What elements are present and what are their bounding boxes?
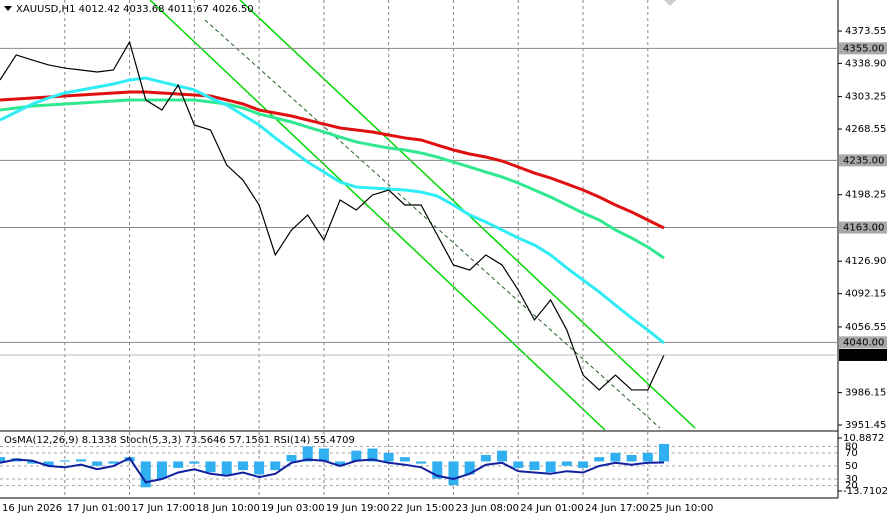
level-label-box (839, 221, 887, 234)
x-tick-label: 23 Jun 08:00 (455, 503, 519, 514)
level-label: 4235.00 (843, 155, 884, 166)
osma-bar (286, 454, 297, 462)
osma-bar (0, 457, 5, 462)
level-label-box (839, 42, 887, 55)
osma-bar (92, 461, 103, 466)
osma-bar (659, 443, 669, 462)
osma-bar (221, 461, 232, 475)
osma-bar (205, 461, 216, 473)
y-tick-label: 4198.25 (845, 190, 886, 201)
osma-bar (351, 450, 362, 462)
current-price-box (839, 348, 887, 361)
symbol-header: XAUUSD,H1 4012.42 4033.68 4011.67 4026.5… (16, 4, 254, 15)
osma-bar (335, 461, 346, 466)
osma-bar (140, 461, 151, 488)
osma-bar (448, 461, 459, 486)
x-tick-label: 25 Jun 10:00 (650, 503, 714, 514)
osma-bar (383, 452, 394, 462)
price-line (0, 90, 665, 230)
osma-bar (610, 452, 621, 462)
osma-bar (43, 461, 54, 466)
x-tick-label: 19 Jun 19:00 (326, 503, 390, 514)
osma-bar (497, 450, 508, 462)
osma-bar (302, 446, 313, 462)
price-line (0, 40, 665, 391)
osma-bar (513, 461, 524, 468)
osma-bar (464, 461, 475, 475)
osma-bar (432, 461, 443, 479)
level-label-box (839, 154, 887, 167)
osma-bar (75, 459, 86, 462)
rsi-line (0, 456, 665, 484)
x-tick-label: 16 Jun 2026 (2, 503, 62, 514)
x-tick-label: 24 Jun 17:00 (585, 503, 649, 514)
menu-arrow (4, 6, 12, 11)
y2-tick-label: 30 (845, 474, 858, 485)
y-tick-label: 3986.15 (845, 388, 886, 399)
level-label: 4040.00 (843, 337, 884, 348)
channel-mid-line (204, 19, 661, 429)
osma-bar (27, 461, 38, 464)
osma-bar (237, 461, 248, 471)
osma-bar (59, 460, 70, 462)
osma-bar (416, 461, 427, 464)
y-tick-label: 4126.90 (845, 256, 886, 267)
osma-bar (108, 461, 119, 464)
osma-bar (626, 454, 637, 462)
osma-bar (561, 461, 572, 466)
y2-tick-label: 80 (845, 442, 858, 453)
osma-bar (529, 461, 540, 471)
osma-bar (189, 461, 200, 464)
y-tick-label: 4092.15 (845, 289, 886, 300)
y-tick-label: 4056.55 (845, 322, 886, 333)
current-price-label: 4026.50 (843, 350, 884, 361)
price-line (0, 98, 665, 260)
y-tick-label: 4373.55 (845, 26, 886, 37)
y2-tick-label: 50 (845, 461, 858, 472)
osma-bar (594, 457, 605, 462)
x-tick-label: 24 Jun 01:00 (520, 503, 584, 514)
osma-bar (156, 461, 167, 479)
osma-bar (367, 448, 378, 462)
level-label-box (839, 336, 887, 349)
level-label: 4163.00 (843, 223, 884, 234)
osma-bar (173, 461, 184, 468)
osma-bar (545, 461, 556, 473)
y-tick-label: 4303.25 (845, 92, 886, 103)
y-tick-label: 4338.90 (845, 58, 886, 69)
channel-line (149, 0, 606, 431)
osma-bar (399, 457, 410, 462)
y-tick-label: 10.8872 (843, 433, 884, 444)
osma-bar (480, 454, 491, 462)
x-tick-label: 18 Jun 10:00 (196, 503, 260, 514)
osma-bar (270, 461, 281, 471)
x-tick-label: 17 Jun 01:00 (67, 503, 131, 514)
x-tick-label: 22 Jun 15:00 (391, 503, 455, 514)
osma-bar (318, 448, 329, 462)
osma-bar (578, 461, 589, 468)
osma-bar (254, 461, 265, 475)
x-tick-label: 17 Jun 17:00 (132, 503, 196, 514)
y2-tick-label: 70 (845, 448, 858, 459)
x-tick-label: 19 Jun 03:00 (261, 503, 325, 514)
level-label: 4355.00 (843, 43, 884, 54)
y-tick-label: -13.7102 (843, 486, 887, 497)
y-tick-label: 4268.55 (845, 124, 886, 135)
indicator-header: OsMA(12,26,9) 8.1338 Stoch(5,3,3) 73.564… (4, 435, 355, 446)
price-line (0, 76, 665, 345)
y-tick-label: 3951.45 (845, 420, 886, 431)
shift-marker (664, 0, 676, 6)
osma-bar (642, 452, 653, 462)
y2-tick-label: 20 (845, 481, 858, 492)
